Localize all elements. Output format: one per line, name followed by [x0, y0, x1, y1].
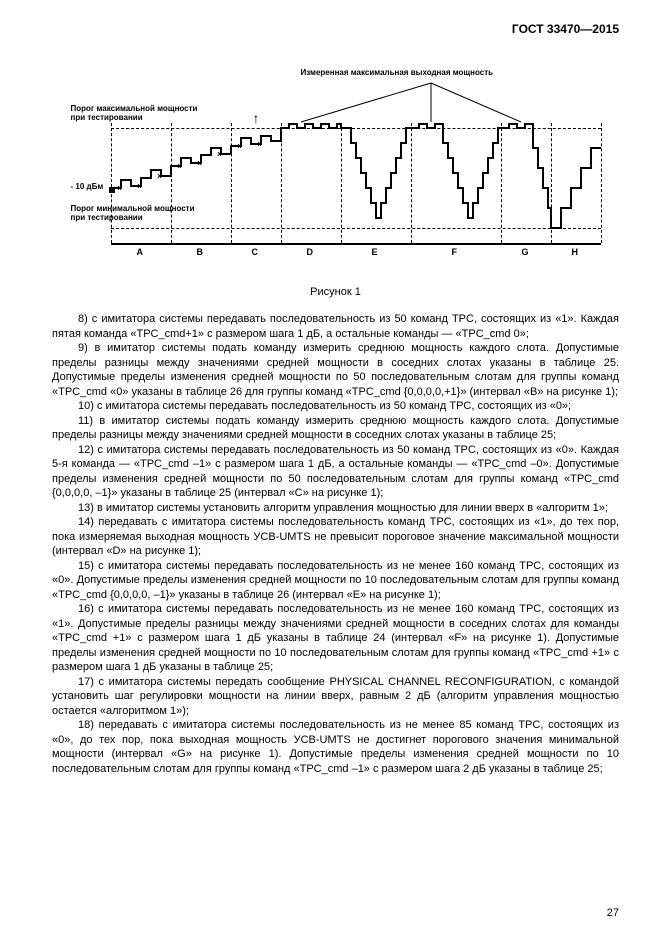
figure-1: ABCDEFGH↑- 10 дБмИзмеренная максимальная…	[71, 48, 601, 278]
paragraph: 13) в имитатор системы установить алгори…	[52, 501, 619, 516]
max-threshold-label: Порог максимальной мощностипри тестирова…	[71, 104, 198, 122]
waveform-svg	[71, 48, 601, 278]
tick-x: x	[198, 160, 202, 167]
paragraph: 18) передавать с имитатора системы после…	[52, 718, 619, 776]
figure-caption: Рисунок 1	[52, 286, 619, 298]
tick-x: x	[258, 141, 262, 148]
paragraph: 11) в имитатор системы подать команду из…	[52, 414, 619, 443]
arrow-icon: ↑	[253, 110, 260, 126]
dbm-label: - 10 дБм	[71, 182, 104, 191]
document-header: ГОСТ 33470—2015	[52, 22, 619, 36]
paragraph: 16) с имитатора системы передавать после…	[52, 602, 619, 675]
tick-x: x	[238, 143, 242, 150]
tick-x: x	[158, 173, 162, 180]
tick-x: x	[138, 183, 142, 190]
paragraph: 8) с имитатора системы передавать послед…	[52, 312, 619, 341]
paragraph: 9) в имитатор системы подать команду изм…	[52, 341, 619, 399]
paragraph: 17) с имитатора системы передать сообщен…	[52, 675, 619, 719]
body-text: 8) с имитатора системы передавать послед…	[52, 312, 619, 777]
tick-x: x	[118, 185, 122, 192]
dbm-marker	[109, 187, 115, 193]
tick-x: x	[178, 163, 182, 170]
min-threshold-label: Порог минимальной мощностипри тестирован…	[71, 204, 195, 222]
measured-max-label: Измеренная максимальная выходная мощност…	[301, 68, 494, 77]
section-divider	[601, 123, 602, 243]
tick-x: x	[218, 151, 222, 158]
page-container: ГОСТ 33470—2015 ABCDEFGH↑- 10 дБмИзмерен…	[0, 0, 661, 935]
page-number: 27	[607, 907, 619, 919]
paragraph: 12) с имитатора системы передавать после…	[52, 443, 619, 501]
paragraph: 10) с имитатора системы передавать после…	[52, 399, 619, 414]
paragraph: 14) передавать с имитатора системы после…	[52, 515, 619, 559]
paragraph: 15) с имитатора системы передавать после…	[52, 559, 619, 603]
